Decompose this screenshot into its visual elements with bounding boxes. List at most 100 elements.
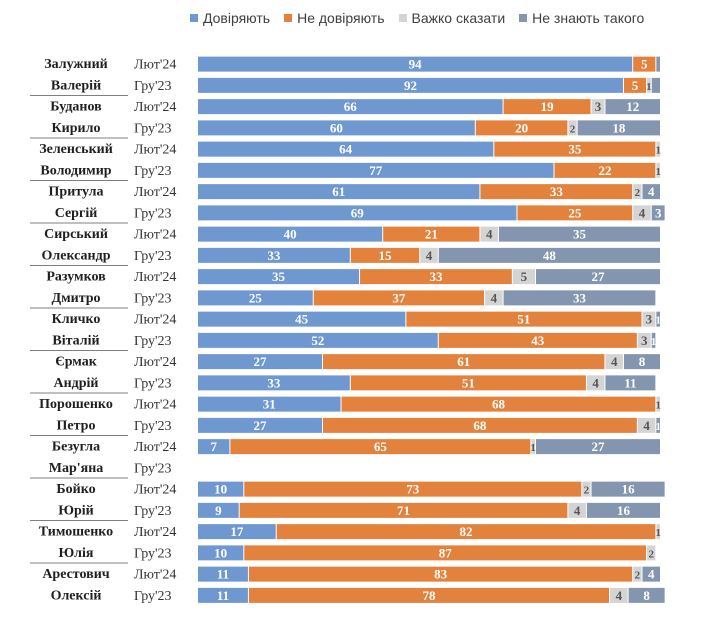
bar-segment [248,566,633,582]
data-label: 5 [632,78,639,93]
period-label: Лют'24 [134,228,176,243]
bar-segment [531,439,535,455]
person-name: Тимошенко [39,525,113,540]
data-label: 78 [423,588,437,603]
person-name: Притула [49,185,104,200]
bar-segment [198,502,239,518]
data-label: 33 [573,290,587,305]
bar-segment [198,375,350,391]
data-label: 1 [655,315,661,327]
data-label: 27 [591,269,605,284]
person-name: Разумков [46,270,106,285]
period-label: Гру'23 [134,249,172,264]
data-label: 8 [643,588,650,603]
bar-segment [198,332,438,348]
period-label: Лют'24 [134,483,176,498]
person-name: Зеленський [39,142,113,157]
data-label: 87 [439,545,453,560]
data-label: 27 [592,439,606,454]
bar-segment [350,375,586,391]
data-label: 22 [598,163,611,178]
period-label: Лют'24 [134,313,176,328]
period-label: Гру'23 [134,504,172,519]
bar-segment [651,77,660,93]
bar-segment [341,396,656,412]
period-label: Гру'23 [134,164,172,179]
bar-segment [230,439,531,455]
data-label: 33 [267,375,281,390]
data-label: 17 [230,524,244,539]
period-label: Лют'24 [134,270,176,285]
bar-segment [656,524,660,540]
bar-segment [323,417,637,433]
bar-segment [276,524,656,540]
data-label: 83 [434,567,448,582]
data-label: 1 [646,81,652,93]
bar-segment [198,269,360,285]
data-label: 51 [517,312,530,327]
data-label: 9 [215,503,222,518]
bar-segment [591,99,605,115]
bar-segment [198,439,230,455]
data-label: 43 [531,333,545,348]
data-label: 31 [263,397,276,412]
person-name: Андрій [53,376,98,391]
data-label: 73 [406,482,420,497]
bar-segment [198,99,503,115]
data-label: 25 [568,205,582,220]
data-label: 3 [595,99,602,114]
bar-segment [498,226,660,242]
data-label: 11 [217,588,229,603]
data-label: 2 [635,187,641,199]
bar-segment [198,566,248,582]
data-label: 4 [611,354,618,369]
data-label: 4 [648,184,655,199]
bar-segment [198,56,633,72]
data-label: 7 [210,439,217,454]
data-label: 48 [543,248,557,263]
bar-segment [633,184,642,200]
bar-segment [198,77,623,93]
period-label: Гру'23 [134,589,172,604]
person-name: Бойко [56,482,95,497]
bar-segment [198,545,244,561]
person-name: Петро [57,418,96,433]
person-name: Порошенко [39,397,113,412]
legend-label-unknown: Не знають такого [532,10,645,26]
bar-segment [198,311,406,327]
person-name: Безугла [52,440,100,455]
data-label: 5 [641,57,648,72]
bar-segment [605,99,660,115]
bar-segment [656,162,660,178]
data-label: 68 [473,418,487,433]
bar-segment [485,290,503,306]
period-label: Лют'24 [134,143,176,158]
person-name: Володимир [40,163,111,178]
bar-segment [535,439,660,455]
bar-segment [642,566,660,582]
bar-segment [198,141,494,157]
data-label: 1 [655,400,661,412]
bar-segment [610,587,628,603]
bar-segment [623,77,647,93]
bar-segment [198,354,323,370]
legend-swatch-trust [190,14,198,22]
bar-segment [313,290,485,306]
data-label: 12 [626,99,639,114]
data-label: 19 [541,99,555,114]
bar-segment [198,120,475,136]
period-label: Гру'23 [134,419,172,434]
data-label: 52 [311,333,324,348]
bar-segment [605,375,656,391]
data-label: 11 [217,567,229,582]
bar-segment [198,205,517,221]
person-name: Сирський [44,227,108,242]
period-label: Гру'23 [134,334,172,349]
data-label: 71 [397,503,410,518]
bar-segment [480,226,498,242]
bar-segment [642,311,656,327]
bar-segment [586,502,660,518]
data-label: 4 [592,375,599,390]
data-label: 45 [295,312,309,327]
bar-segment [512,269,535,285]
